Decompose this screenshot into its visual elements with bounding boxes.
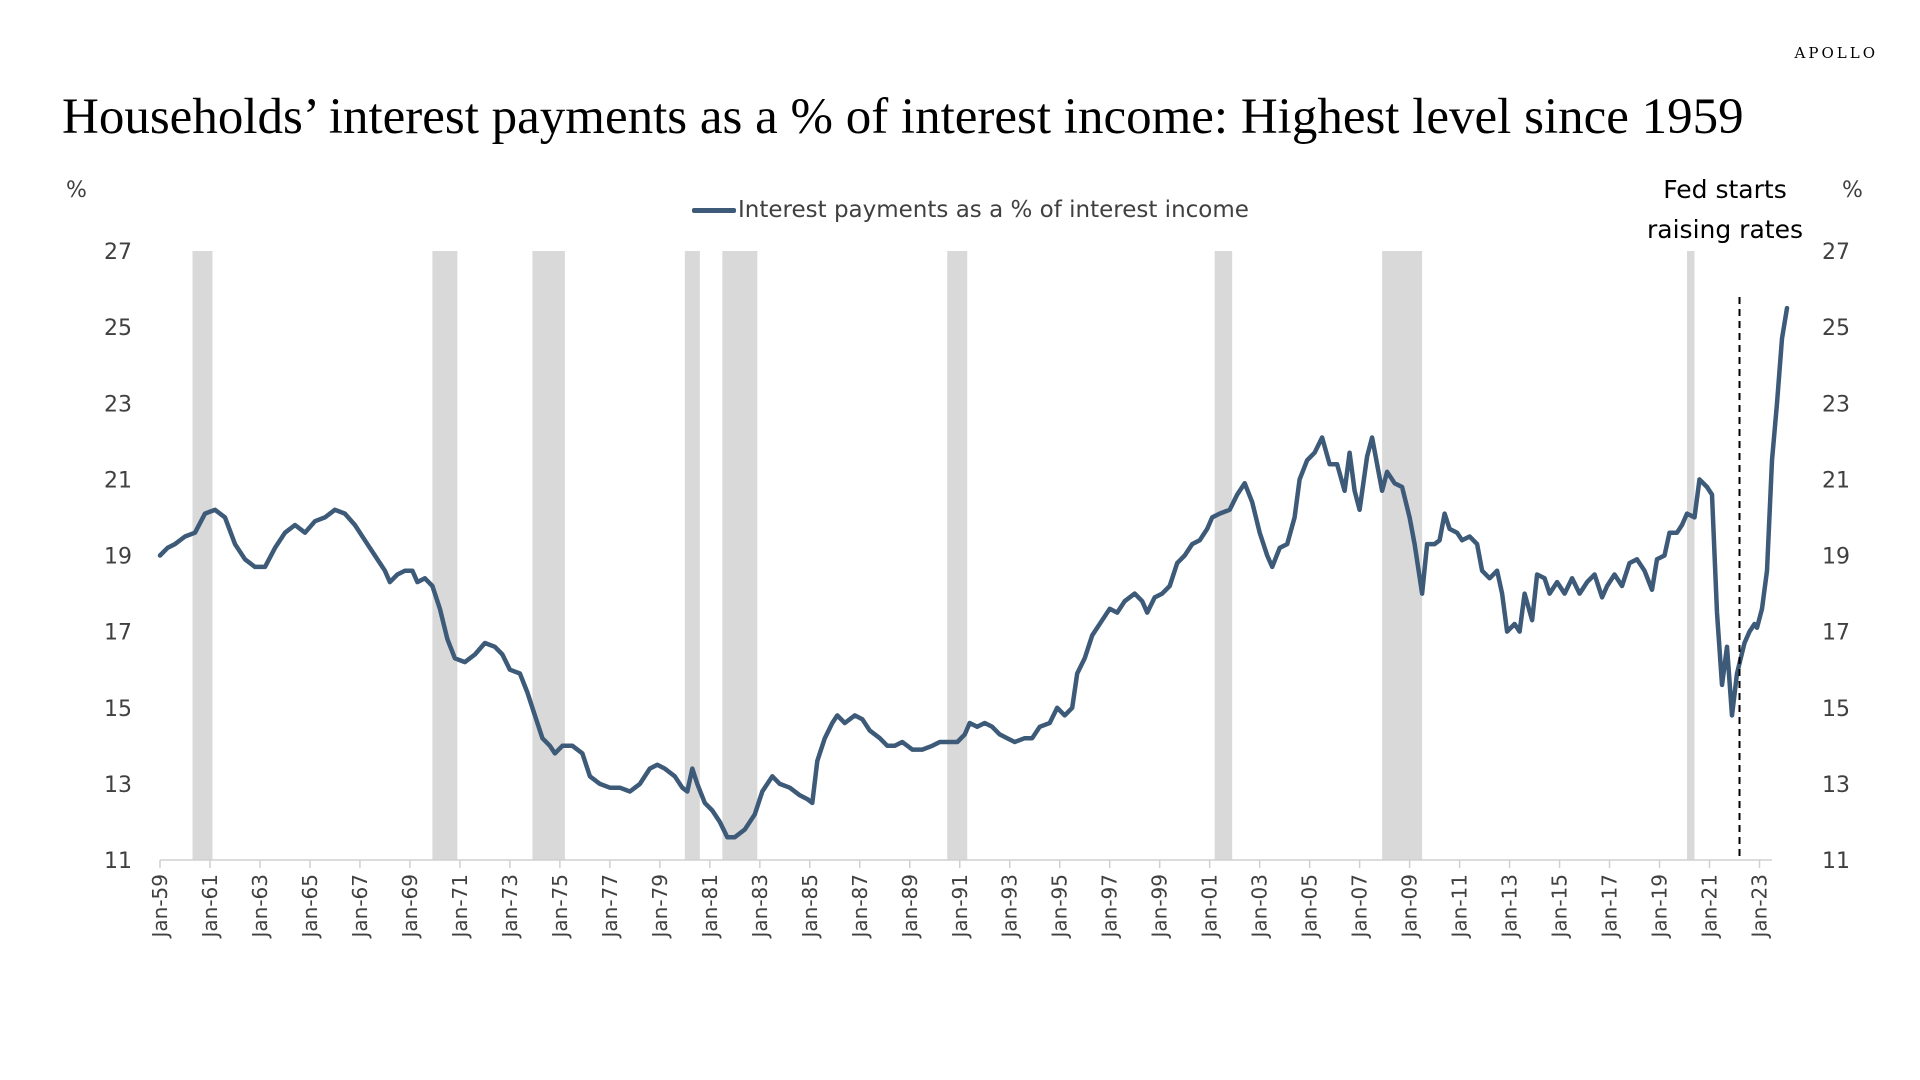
recession-band — [192, 251, 213, 860]
legend-label: Interest payments as a % of interest inc… — [738, 197, 1249, 223]
x-tick-label: Jan-85 — [798, 874, 822, 940]
recession-band — [947, 251, 968, 860]
x-tick-label: Jan-77 — [598, 874, 622, 940]
recession-band — [432, 251, 458, 860]
y-tick-labels: 11 11 13 13 15 15 17 17 19 19 21 21 23 23 25 25 27 27 — [104, 240, 1850, 874]
x-tick-label: Jan-97 — [1098, 874, 1122, 940]
x-tick-label: Jan-99 — [1148, 874, 1172, 940]
y-tick-label-left: 23 — [104, 392, 132, 417]
x-tick-label: Jan-91 — [948, 874, 972, 940]
recession-band — [684, 251, 700, 860]
fed-annotation-line2: raising rates — [1647, 215, 1803, 244]
x-tick-label: Jan-15 — [1548, 874, 1572, 940]
y-tick-label-right: 21 — [1822, 468, 1850, 493]
x-tick-labels: Jan-59 Jan-61 Jan-63 Jan-65 Jan-67 Jan-69 Jan-… — [148, 874, 1772, 940]
legend-swatch — [692, 207, 736, 213]
x-tick-label: Jan-61 — [198, 874, 222, 940]
recession-band — [722, 251, 758, 860]
brand-logo: APOLLO — [1794, 44, 1878, 62]
x-tick-label: Jan-65 — [298, 874, 322, 940]
axes — [159, 859, 1772, 868]
fed-annotation-line1: Fed starts — [1663, 175, 1787, 204]
chart-legend: Interest payments as a % of interest inc… — [692, 197, 1249, 223]
fed-annotation: Fed starts raising rates — [1640, 170, 1810, 250]
x-tick-label: Jan-13 — [1498, 874, 1522, 940]
x-tick-label: Jan-71 — [448, 874, 472, 940]
x-tick-label: Jan-75 — [548, 874, 572, 940]
y-tick-label-left: 21 — [104, 468, 132, 493]
x-tick-label: Jan-07 — [1348, 874, 1372, 940]
y-tick-label-right: 11 — [1822, 849, 1850, 874]
y-tick-label-left: 19 — [104, 545, 132, 570]
x-tick-label: Jan-93 — [998, 874, 1022, 940]
y-tick-label-right: 19 — [1822, 545, 1850, 570]
y-tick-label-left: 27 — [104, 240, 132, 265]
y-tick-label-left: 17 — [104, 621, 132, 646]
x-tick-label: Jan-95 — [1048, 874, 1072, 940]
x-tick-label: Jan-59 — [148, 874, 172, 940]
x-tick-label: Jan-79 — [648, 874, 672, 940]
recession-band — [1214, 251, 1233, 860]
x-tick-label: Jan-17 — [1598, 874, 1622, 940]
x-tick-label: Jan-09 — [1398, 874, 1422, 940]
x-tick-label: Jan-19 — [1648, 874, 1672, 940]
y-tick-label-right: 25 — [1822, 316, 1850, 341]
x-tick-label: Jan-83 — [748, 874, 772, 940]
x-tick-label: Jan-73 — [498, 874, 522, 940]
x-tick-label: Jan-67 — [348, 874, 372, 940]
chart-title: Households’ interest payments as a % of … — [62, 89, 1744, 145]
y-tick-label-left: 25 — [104, 316, 132, 341]
y-axis-unit-right: % — [1842, 178, 1863, 203]
x-tick-label: Jan-11 — [1448, 874, 1472, 940]
x-tick-label: Jan-21 — [1698, 874, 1722, 940]
recession-band — [532, 251, 565, 860]
x-tick-label: Jan-87 — [848, 874, 872, 940]
x-tick-label: Jan-05 — [1298, 874, 1322, 940]
x-tick-label: Jan-23 — [1748, 874, 1772, 940]
y-tick-label-right: 13 — [1822, 773, 1850, 798]
recession-band — [1687, 251, 1695, 860]
y-tick-label-right: 15 — [1822, 697, 1850, 722]
y-tick-label-left: 11 — [104, 849, 132, 874]
x-tick-label: Jan-69 — [398, 874, 422, 940]
y-tick-label-left: 13 — [104, 773, 132, 798]
x-tick-label: Jan-01 — [1198, 874, 1222, 940]
x-tick-label: Jan-89 — [898, 874, 922, 940]
y-tick-label-right: 23 — [1822, 392, 1850, 417]
series-line — [157, 305, 1790, 840]
y-axis-unit-left: % — [66, 178, 87, 203]
y-tick-label-right: 17 — [1822, 621, 1850, 646]
x-tick-label: Jan-63 — [248, 874, 272, 940]
y-tick-label-right: 27 — [1822, 240, 1850, 265]
x-tick-label: Jan-81 — [698, 874, 722, 940]
y-tick-label-left: 15 — [104, 697, 132, 722]
recession-bands — [192, 251, 1695, 860]
x-tick-label: Jan-03 — [1248, 874, 1272, 940]
